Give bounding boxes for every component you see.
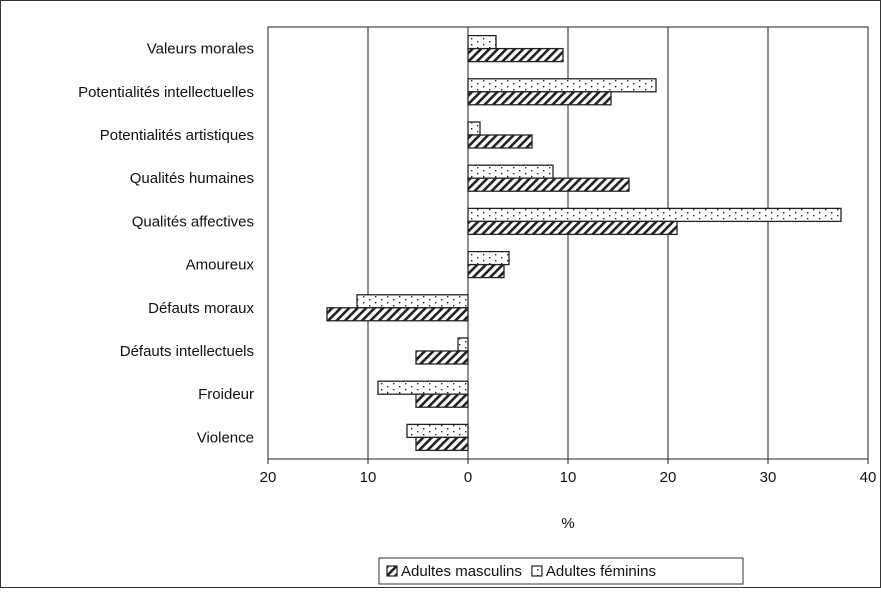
category-label: Défauts moraux [148, 300, 254, 317]
legend-label: Adultes féminins [546, 563, 656, 580]
legend-box [378, 557, 744, 585]
category-label: Défauts intellectuels [120, 343, 254, 360]
category-label: Potentialités intellectuelles [78, 84, 254, 101]
bar-masculins [415, 393, 469, 408]
legend: Adultes masculins Adultes féminins [378, 557, 744, 585]
bar-feminins [467, 34, 497, 50]
bar-masculins [326, 307, 469, 322]
bar-feminins [467, 121, 481, 136]
bar-masculins [467, 263, 505, 279]
bar-masculins [467, 91, 612, 106]
bars [326, 34, 842, 452]
category-label: Froideur [198, 386, 254, 403]
bar-feminins [377, 380, 469, 395]
x-tick-label: 20 [660, 469, 677, 486]
bar-feminins [467, 78, 657, 93]
x-tick-label: 20 [260, 469, 277, 486]
legend-swatch [386, 565, 398, 577]
bar-feminins [356, 294, 469, 309]
x-tick-label: 10 [560, 469, 577, 486]
category-label: Valeurs morales [147, 41, 254, 58]
x-tick-label: 10 [360, 469, 377, 486]
category-labels: Valeurs morales Potentialités intellectue… [78, 41, 254, 447]
bar-feminins [467, 250, 510, 266]
bar-feminins [457, 337, 469, 352]
bar-feminins [406, 423, 469, 439]
x-tick-label: 30 [760, 469, 777, 486]
bar-feminins [467, 207, 842, 223]
bar-masculins [415, 350, 469, 365]
bar-masculins [467, 220, 678, 236]
category-label: Amoureux [186, 257, 255, 274]
x-axis-label: % [561, 515, 574, 532]
bar-feminins [467, 164, 554, 179]
category-label: Violence [197, 429, 254, 446]
category-label: Potentialités artistiques [100, 127, 254, 144]
x-tick-label: 40 [860, 469, 877, 486]
category-label: Qualités affectives [132, 213, 254, 230]
bar-masculins [467, 177, 630, 192]
category-label: Qualités humaines [130, 170, 254, 187]
legend-swatch [531, 565, 543, 577]
x-axis: 20 10 0 10 20 30 40 [260, 459, 877, 486]
bar-masculins [467, 134, 533, 149]
bar-masculins [415, 436, 469, 452]
x-tick-label: 0 [464, 469, 472, 486]
legend-label: Adultes masculins [401, 563, 522, 580]
bar-masculins [467, 47, 564, 63]
